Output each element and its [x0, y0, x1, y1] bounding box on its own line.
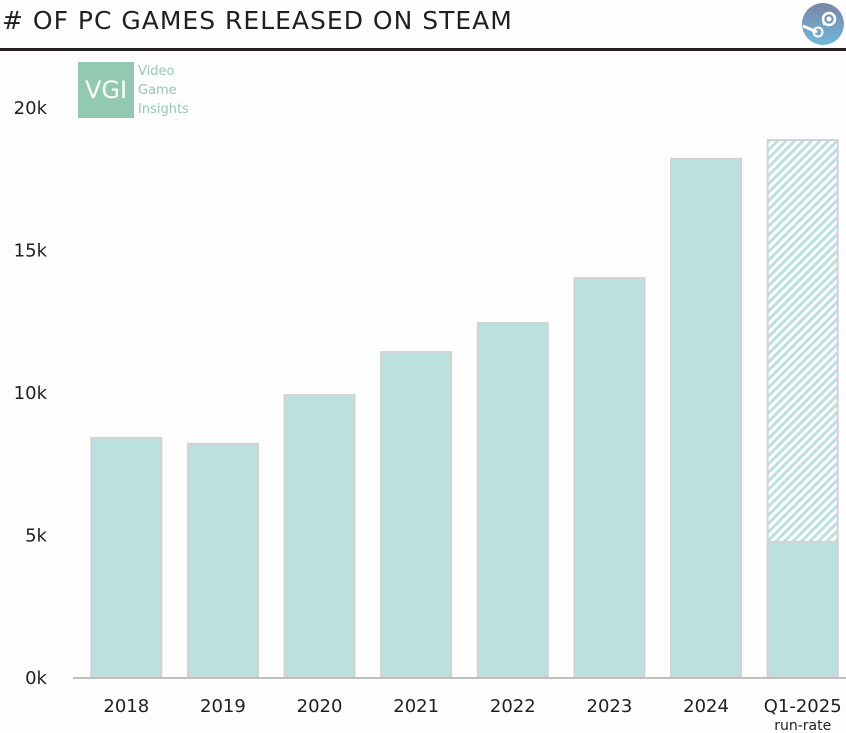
y-tick-label: 5k	[25, 526, 47, 547]
title-divider	[0, 48, 846, 51]
bar-2019	[186, 442, 259, 678]
vgi-line: Insights	[138, 102, 189, 117]
vgi-line: Video	[138, 64, 175, 79]
chart-title: # OF PC GAMES RELEASED ON STEAM	[2, 6, 513, 35]
x-tick-label: 2024	[683, 696, 729, 717]
y-tick-label: 20k	[14, 98, 48, 119]
y-tick-label: 0k	[25, 668, 47, 689]
bar-2020	[283, 394, 356, 678]
bar-2023	[573, 277, 646, 678]
steam-icon	[802, 3, 844, 45]
vgi-line: Game	[138, 83, 177, 98]
bar-2024	[670, 157, 743, 678]
x-tick-label: Q1-2025	[764, 696, 842, 717]
y-tick-label: 15k	[14, 241, 48, 262]
vgi-logo-box: VGI	[78, 62, 134, 118]
x-tick-label: 2020	[297, 696, 343, 717]
bar-2018	[90, 436, 163, 679]
x-tick-label: 2019	[200, 696, 246, 717]
x-tick-sublabel: run-rate	[774, 718, 831, 733]
bar-2021	[380, 351, 453, 678]
x-tick-label: 2018	[103, 696, 149, 717]
x-tick-label: 2022	[490, 696, 536, 717]
x-tick-label: 2023	[587, 696, 633, 717]
vgi-logo-text: Video Game Insights	[138, 62, 189, 119]
y-tick-label: 10k	[14, 383, 48, 404]
x-tick-label: 2021	[393, 696, 439, 717]
bar-Q1-2025	[766, 540, 839, 678]
bar-2022	[476, 322, 549, 678]
